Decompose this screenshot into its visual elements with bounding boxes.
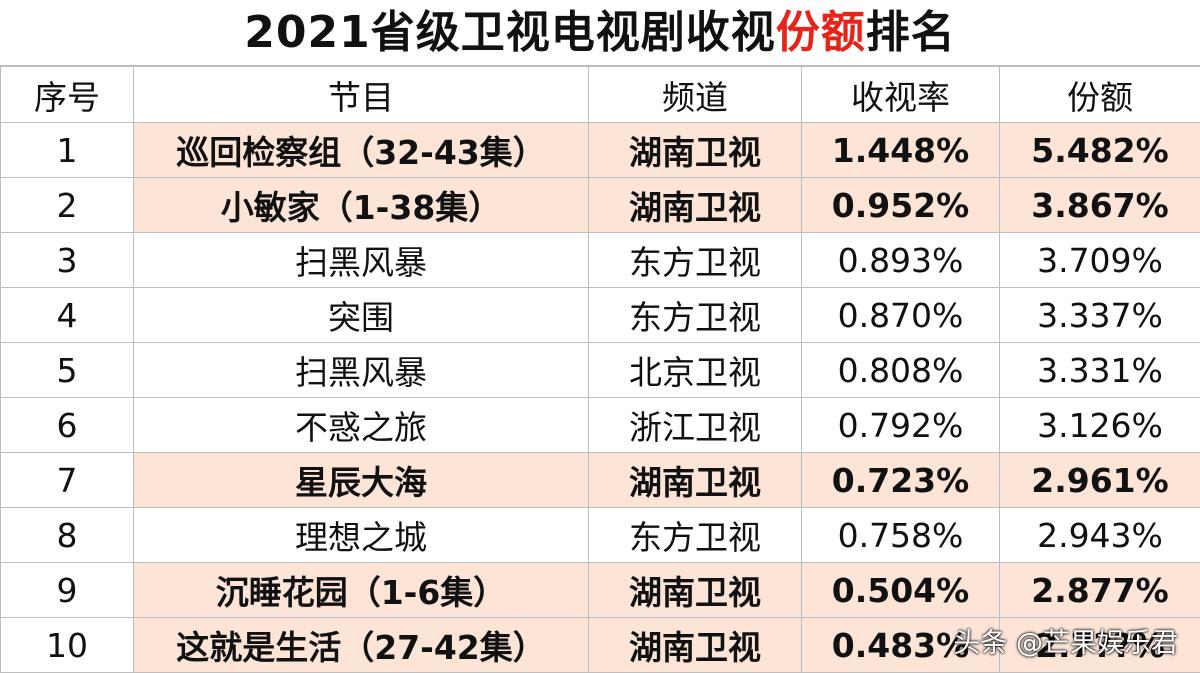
cell-channel: 湖南卫视 — [589, 178, 802, 233]
cell-rating: 0.504% — [802, 563, 1000, 618]
cell-program: 理想之城 — [134, 508, 589, 563]
watermark: 头条 @芒果娱乐君 — [953, 621, 1178, 660]
cell-rating: 0.808% — [802, 343, 1000, 398]
cell-program: 星辰大海 — [134, 453, 589, 508]
cell-share: 2.877% — [1000, 563, 1200, 618]
cell-channel: 东方卫视 — [589, 508, 802, 563]
header-row: 序号 节目 频道 收视率 份额 — [1, 67, 1200, 123]
cell-program: 沉睡花园（1-6集） — [134, 563, 589, 618]
cell-channel: 北京卫视 — [589, 343, 802, 398]
cell-channel: 东方卫视 — [589, 288, 802, 343]
header-channel: 频道 — [589, 67, 802, 123]
cell-rating: 0.792% — [802, 398, 1000, 453]
cell-program: 扫黑风暴 — [134, 233, 589, 288]
cell-rank: 1 — [1, 123, 134, 178]
cell-rating: 0.870% — [802, 288, 1000, 343]
cell-share: 3.331% — [1000, 343, 1200, 398]
cell-rating: 0.893% — [802, 233, 1000, 288]
header-rank: 序号 — [1, 67, 134, 123]
cell-program: 扫黑风暴 — [134, 343, 589, 398]
title-accent: 份额 — [776, 7, 866, 58]
cell-share: 3.709% — [1000, 233, 1200, 288]
cell-channel: 湖南卫视 — [589, 618, 802, 673]
cell-program: 巡回检察组（32-43集） — [134, 123, 589, 178]
cell-program: 突围 — [134, 288, 589, 343]
cell-program: 这就是生活（27-42集） — [134, 618, 589, 673]
cell-rating: 0.723% — [802, 453, 1000, 508]
title-tail: 排名 — [866, 7, 956, 58]
header-share: 份额 — [1000, 67, 1200, 123]
cell-share: 2.961% — [1000, 453, 1200, 508]
cell-share: 3.867% — [1000, 178, 1200, 233]
cell-rating: 0.758% — [802, 508, 1000, 563]
cell-channel: 浙江卫视 — [589, 398, 802, 453]
cell-share: 3.337% — [1000, 288, 1200, 343]
page-title: 2021省级卫视电视剧收视份额排名 — [0, 0, 1200, 66]
cell-rank: 8 — [1, 508, 134, 563]
cell-rank: 3 — [1, 233, 134, 288]
cell-rank: 6 — [1, 398, 134, 453]
cell-rating: 1.448% — [802, 123, 1000, 178]
cell-channel: 湖南卫视 — [589, 453, 802, 508]
cell-rank: 7 — [1, 453, 134, 508]
cell-rank: 10 — [1, 618, 134, 673]
cell-channel: 东方卫视 — [589, 233, 802, 288]
cell-rank: 9 — [1, 563, 134, 618]
cell-share: 3.126% — [1000, 398, 1200, 453]
cell-share: 5.482% — [1000, 123, 1200, 178]
title-main: 2021省级卫视电视剧收视 — [244, 7, 775, 58]
cell-program: 小敏家（1-38集） — [134, 178, 589, 233]
cell-rank: 5 — [1, 343, 134, 398]
cell-program: 不惑之旅 — [134, 398, 589, 453]
header-program: 节目 — [134, 67, 589, 123]
cell-share: 2.943% — [1000, 508, 1200, 563]
cell-channel: 湖南卫视 — [589, 563, 802, 618]
cell-rating: 0.952% — [802, 178, 1000, 233]
cell-rank: 4 — [1, 288, 134, 343]
cell-channel: 湖南卫视 — [589, 123, 802, 178]
header-rating: 收视率 — [802, 67, 1000, 123]
cell-rank: 2 — [1, 178, 134, 233]
